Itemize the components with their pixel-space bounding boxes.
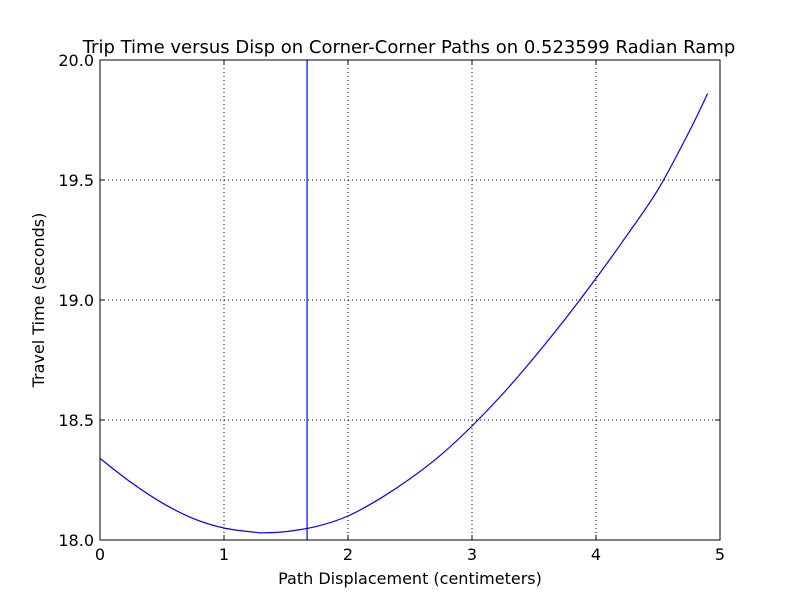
x-tick-label: 2 [343, 545, 353, 564]
x-axis-label: Path Displacement (centimeters) [278, 569, 542, 588]
grid [100, 60, 720, 540]
y-tick-label: 19.5 [58, 171, 94, 190]
x-tick-label: 4 [591, 545, 601, 564]
series-line [99, 93, 709, 534]
y-axis-label: Travel Time (seconds) [29, 213, 48, 389]
data-layer [99, 60, 709, 540]
x-tick-label: 3 [467, 545, 477, 564]
x-tick-label: 0 [95, 545, 105, 564]
y-tick-label: 18.5 [58, 411, 94, 430]
y-tick-label: 19.0 [58, 291, 94, 310]
y-tick-label: 20.0 [58, 51, 94, 70]
x-tick-label: 5 [715, 545, 725, 564]
y-tick-label: 18.0 [58, 531, 94, 550]
chart-title: Trip Time versus Disp on Corner-Corner P… [82, 37, 736, 58]
x-tick-label: 1 [219, 545, 229, 564]
ticks: 0 1 2 3 4 5 18.0 18.5 19.0 19.5 20.0 [58, 51, 725, 564]
